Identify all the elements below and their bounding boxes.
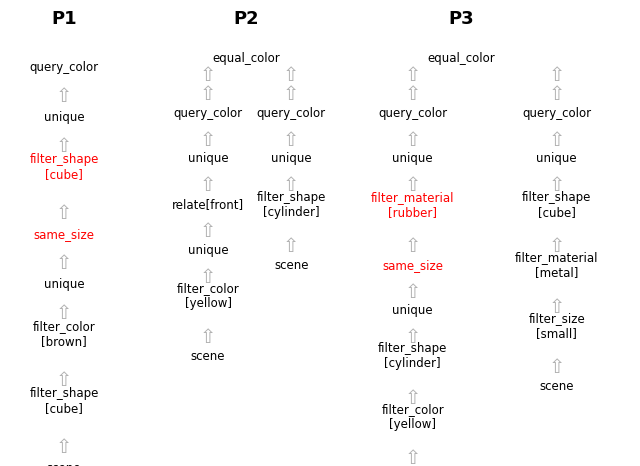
Text: query_color: query_color (173, 107, 243, 120)
Text: filter_color
[yellow]: filter_color [yellow] (381, 403, 444, 431)
Text: query_color: query_color (522, 107, 591, 120)
Text: unique: unique (392, 304, 433, 317)
Text: filter_material
[rubber]: filter_material [rubber] (371, 191, 454, 219)
Text: ⇧: ⇧ (548, 131, 565, 150)
Text: filter_shape
[cylinder]: filter_shape [cylinder] (257, 191, 326, 219)
Text: unique: unique (188, 244, 228, 257)
Text: ⇧: ⇧ (404, 283, 421, 302)
Text: filter_size
[small]: filter_size [small] (529, 312, 585, 340)
Text: query_color: query_color (378, 107, 447, 120)
Text: filter_color
[yellow]: filter_color [yellow] (177, 282, 239, 310)
Text: P2: P2 (234, 10, 259, 27)
Text: ⇧: ⇧ (56, 438, 72, 457)
Text: relate[front]: relate[front] (172, 198, 244, 211)
Text: ⇧: ⇧ (200, 222, 216, 241)
Text: ⇧: ⇧ (283, 67, 300, 85)
Text: filter_shape
[cube]: filter_shape [cube] (29, 387, 99, 415)
Text: scene: scene (47, 462, 81, 466)
Text: ⇧: ⇧ (404, 449, 421, 466)
Text: ⇧: ⇧ (404, 237, 421, 256)
Text: unique: unique (44, 278, 84, 291)
Text: unique: unique (392, 152, 433, 165)
Text: filter_material
[metal]: filter_material [metal] (515, 251, 598, 279)
Text: ⇧: ⇧ (404, 67, 421, 85)
Text: query_color: query_color (257, 107, 326, 120)
Text: query_color: query_color (29, 61, 99, 74)
Text: same_size: same_size (382, 259, 444, 272)
Text: ⇧: ⇧ (548, 237, 565, 256)
Text: scene: scene (274, 259, 308, 272)
Text: ⇧: ⇧ (56, 87, 72, 106)
Text: ⇧: ⇧ (548, 67, 565, 85)
Text: ⇧: ⇧ (200, 177, 216, 195)
Text: equal_color: equal_color (212, 52, 280, 65)
Text: ⇧: ⇧ (404, 177, 421, 195)
Text: scene: scene (191, 350, 225, 363)
Text: ⇧: ⇧ (283, 177, 300, 195)
Text: same_size: same_size (33, 228, 95, 241)
Text: ⇧: ⇧ (56, 304, 72, 323)
Text: ⇧: ⇧ (283, 131, 300, 150)
Text: ⇧: ⇧ (548, 358, 565, 377)
Text: ⇧: ⇧ (548, 297, 565, 316)
Text: ⇧: ⇧ (56, 137, 72, 156)
Text: unique: unique (188, 152, 228, 165)
Text: ⇧: ⇧ (404, 389, 421, 408)
Text: ⇧: ⇧ (283, 85, 300, 104)
Text: ⇧: ⇧ (283, 237, 300, 256)
Text: ⇧: ⇧ (200, 67, 216, 85)
Text: P1: P1 (51, 10, 77, 27)
Text: ⇧: ⇧ (548, 177, 565, 195)
Text: ⇧: ⇧ (404, 85, 421, 104)
Text: equal_color: equal_color (427, 52, 495, 65)
Text: unique: unique (44, 111, 84, 124)
Text: ⇧: ⇧ (404, 131, 421, 150)
Text: ⇧: ⇧ (56, 371, 72, 390)
Text: P3: P3 (448, 10, 474, 27)
Text: ⇧: ⇧ (200, 329, 216, 347)
Text: ⇧: ⇧ (548, 85, 565, 104)
Text: unique: unique (271, 152, 312, 165)
Text: ⇧: ⇧ (200, 268, 216, 287)
Text: unique: unique (536, 152, 577, 165)
Text: ⇧: ⇧ (200, 85, 216, 104)
Text: ⇧: ⇧ (404, 329, 421, 347)
Text: ⇧: ⇧ (200, 131, 216, 150)
Text: ⇧: ⇧ (56, 254, 72, 273)
Text: filter_shape
[cylinder]: filter_shape [cylinder] (378, 343, 447, 370)
Text: filter_shape
[cube]: filter_shape [cube] (29, 153, 99, 181)
Text: scene: scene (540, 380, 574, 393)
Text: filter_color
[brown]: filter_color [brown] (33, 320, 95, 348)
Text: ⇧: ⇧ (56, 204, 72, 223)
Text: filter_shape
[cube]: filter_shape [cube] (522, 191, 591, 219)
